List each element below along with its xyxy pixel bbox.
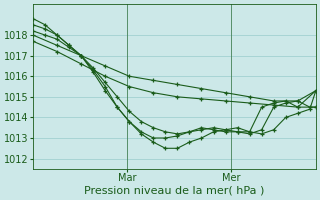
X-axis label: Pression niveau de la mer( hPa ): Pression niveau de la mer( hPa ) — [84, 186, 265, 196]
